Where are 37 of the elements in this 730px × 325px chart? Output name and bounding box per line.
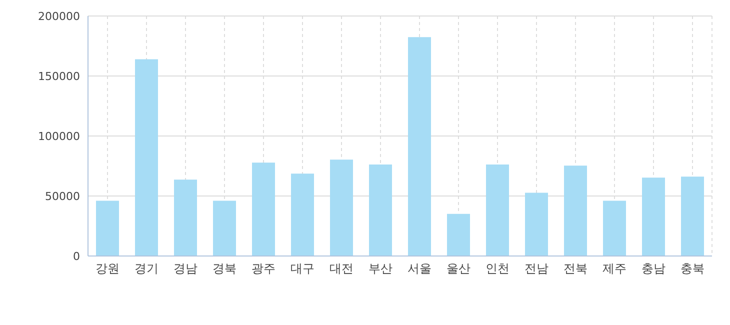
- x-tick-label: 충북: [680, 262, 704, 276]
- y-tick-label: 50000: [45, 190, 80, 203]
- bar: [330, 160, 353, 256]
- bar: [408, 37, 431, 256]
- bar: [681, 176, 704, 256]
- x-tick-label: 강원: [96, 262, 120, 276]
- bar: [96, 200, 119, 256]
- x-tick-label: 제주: [602, 262, 626, 276]
- y-tick-label: 100000: [38, 130, 80, 143]
- x-tick-label: 전남: [524, 262, 548, 276]
- y-tick-label: 150000: [38, 70, 80, 83]
- bar: [525, 192, 548, 256]
- x-tick-label: 경기: [134, 262, 158, 276]
- bar: [603, 200, 626, 256]
- bar: [291, 174, 314, 256]
- x-tick-label: 대구: [290, 262, 314, 276]
- x-tick-label: 경북: [212, 262, 236, 276]
- x-tick-label: 충남: [642, 262, 666, 276]
- x-tick-label: 광주: [252, 262, 276, 276]
- x-tick-label: 대전: [330, 262, 354, 276]
- x-tick-label: 울산: [446, 262, 470, 276]
- x-tick-label: 경남: [174, 262, 198, 276]
- bar: [486, 164, 509, 256]
- bar: [174, 180, 197, 256]
- bar: [447, 214, 470, 256]
- y-tick-label: 0: [73, 250, 80, 263]
- bar: [564, 166, 587, 256]
- y-tick-label: 200000: [38, 10, 80, 23]
- x-tick-label: 서울: [408, 262, 432, 276]
- x-tick-label: 인천: [486, 262, 510, 276]
- bar: [642, 178, 665, 256]
- x-tick-label: 전북: [564, 262, 588, 276]
- x-tick-label: 부산: [368, 262, 392, 276]
- bar: [213, 200, 236, 256]
- bar: [135, 59, 158, 256]
- bar: [252, 162, 275, 256]
- bar: [369, 164, 392, 256]
